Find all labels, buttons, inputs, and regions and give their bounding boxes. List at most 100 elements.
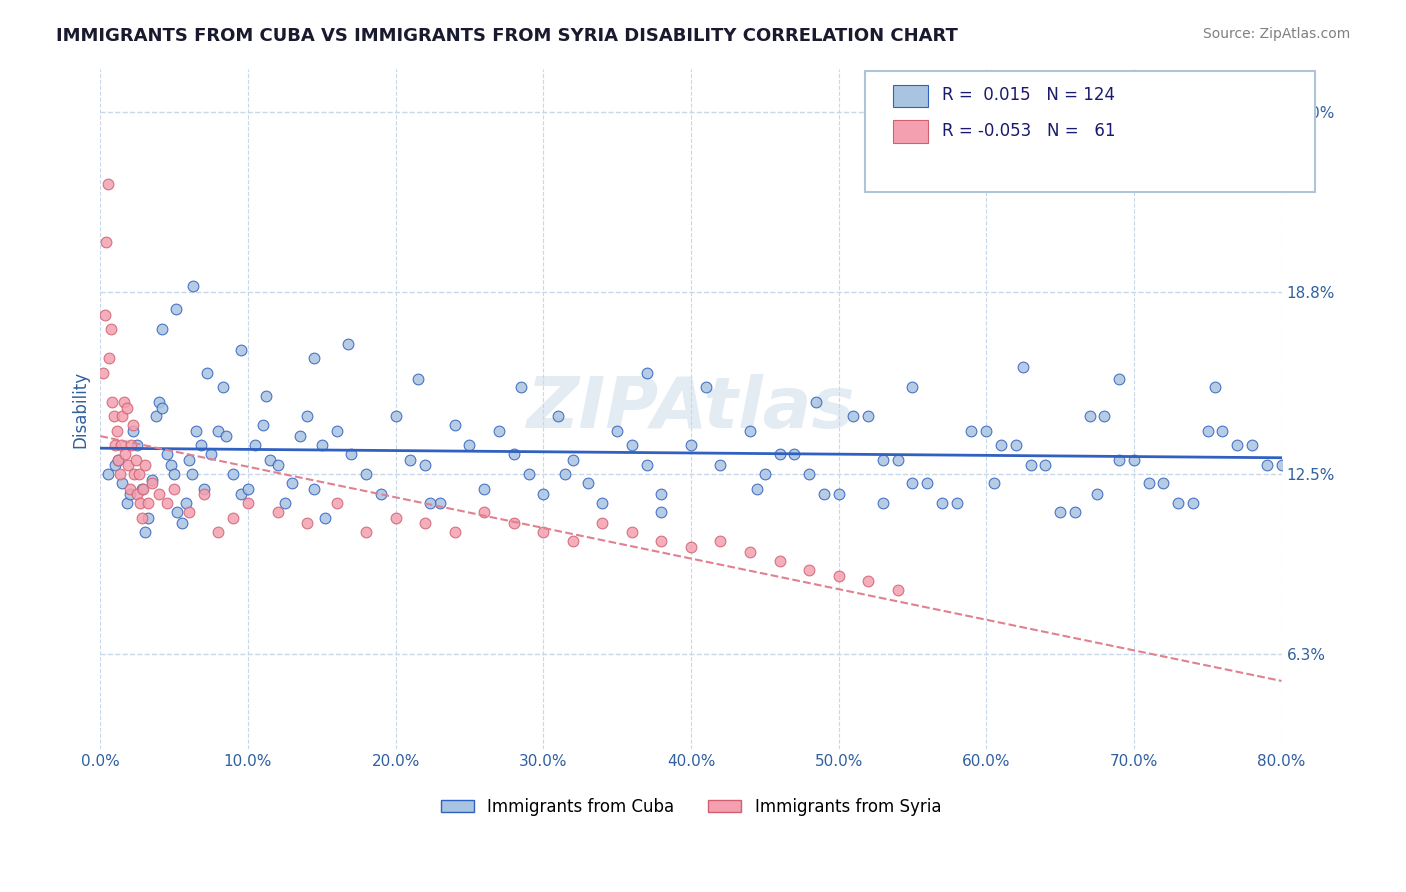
Point (738, 424, 761, 438)
Point (1078, 409, 1101, 424)
Point (886, 582, 908, 597)
Point (266, 505, 288, 519)
Point (458, 438, 481, 452)
Point (591, 496, 613, 510)
Point (679, 540, 702, 554)
Point (709, 458, 731, 473)
Point (842, 409, 865, 424)
Point (212, 380, 235, 394)
Point (180, 467, 202, 482)
Point (177, 505, 200, 519)
Point (245, 438, 267, 452)
Point (131, 510, 153, 524)
Point (650, 487, 672, 501)
Point (337, 336, 360, 351)
Text: IMMIGRANTS FROM CUBA VS IMMIGRANTS FROM SYRIA DISABILITY CORRELATION CHART: IMMIGRANTS FROM CUBA VS IMMIGRANTS FROM … (56, 27, 957, 45)
Point (136, 496, 159, 510)
Point (1033, 458, 1056, 473)
Point (1122, 452, 1144, 467)
Point (1256, 458, 1278, 473)
Point (105, 424, 128, 438)
Point (121, 424, 143, 438)
Point (679, 438, 702, 452)
Point (295, 409, 318, 424)
Point (502, 516, 524, 531)
Point (419, 496, 441, 510)
Point (141, 473, 163, 487)
Point (186, 424, 208, 438)
Point (384, 510, 406, 524)
Point (1004, 438, 1026, 452)
Point (1270, 458, 1292, 473)
Point (274, 496, 297, 510)
Point (115, 496, 138, 510)
Point (561, 533, 583, 548)
Point (104, 458, 127, 473)
Point (183, 278, 205, 293)
Point (517, 467, 540, 482)
Point (236, 496, 259, 510)
Point (695, 380, 717, 394)
Point (768, 554, 790, 568)
Point (576, 475, 599, 490)
Point (354, 467, 377, 482)
Point (150, 322, 173, 336)
Point (872, 496, 894, 510)
Point (384, 409, 406, 424)
Legend: Immigrants from Cuba, Immigrants from Syria: Immigrants from Cuba, Immigrants from Sy… (434, 791, 948, 822)
Point (107, 452, 129, 467)
Point (131, 482, 153, 496)
Point (193, 482, 215, 496)
Point (304, 482, 326, 496)
Point (222, 467, 245, 482)
Point (502, 447, 524, 461)
Point (510, 380, 533, 394)
Text: Source: ZipAtlas.com: Source: ZipAtlas.com (1202, 27, 1350, 41)
Point (754, 467, 776, 482)
Point (650, 533, 672, 548)
Point (132, 482, 155, 496)
Point (413, 458, 436, 473)
Point (1167, 496, 1189, 510)
Point (148, 487, 170, 501)
Point (165, 301, 187, 316)
Point (636, 366, 658, 380)
Point (177, 452, 200, 467)
Point (827, 487, 849, 501)
Point (200, 447, 222, 461)
Point (266, 458, 288, 473)
Point (325, 424, 347, 438)
Point (156, 447, 179, 461)
Point (856, 409, 879, 424)
Point (134, 458, 156, 473)
Point (974, 424, 997, 438)
Point (259, 452, 281, 467)
Point (1019, 458, 1042, 473)
Point (163, 482, 186, 496)
Point (91, 366, 114, 380)
Point (107, 452, 129, 467)
Point (429, 496, 451, 510)
Point (150, 401, 173, 415)
Point (406, 371, 429, 385)
Point (229, 487, 252, 501)
Point (1108, 371, 1130, 385)
Point (747, 482, 769, 496)
Point (222, 510, 245, 524)
Point (160, 458, 183, 473)
Point (915, 475, 938, 490)
Point (709, 533, 731, 548)
Point (531, 525, 554, 540)
Point (304, 351, 326, 366)
Point (100, 322, 122, 336)
Point (931, 496, 953, 510)
Y-axis label: Disability: Disability (72, 370, 89, 448)
Point (103, 409, 125, 424)
Text: R =  0.015   N = 124: R = 0.015 N = 124 (942, 87, 1115, 104)
Point (783, 447, 806, 461)
Point (118, 487, 141, 501)
Point (229, 343, 252, 357)
Point (190, 438, 212, 452)
Point (340, 447, 363, 461)
Point (983, 475, 1005, 490)
